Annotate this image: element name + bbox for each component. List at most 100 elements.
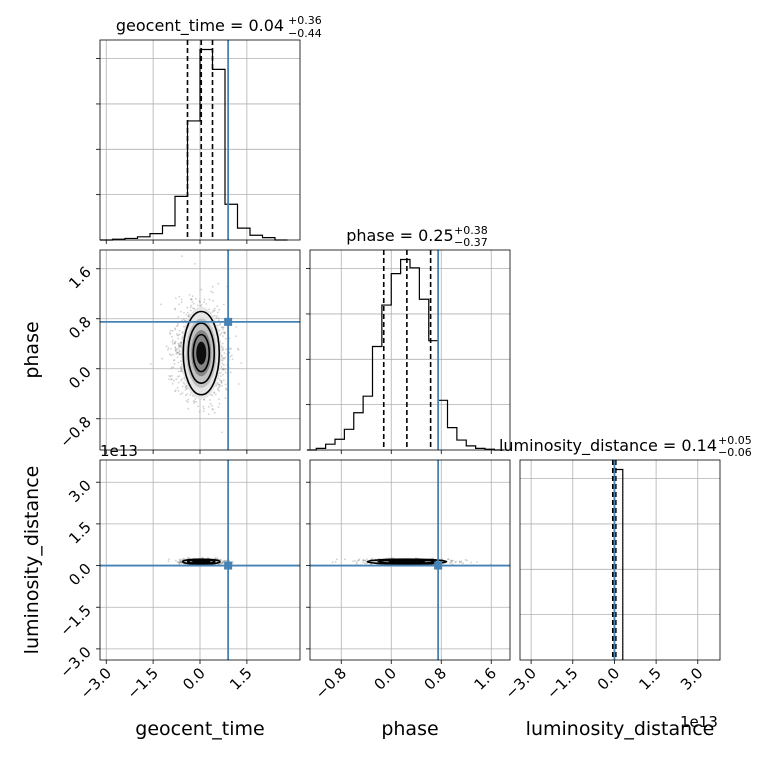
sample-point [179, 561, 182, 564]
sample-point [223, 332, 226, 335]
sample-point [179, 344, 182, 346]
sample-point [178, 333, 181, 336]
sample-point [176, 333, 178, 335]
sample-point [344, 558, 346, 561]
sample-point [174, 307, 177, 310]
sample-point [210, 290, 213, 293]
sample-point [187, 407, 190, 410]
sample-point [208, 298, 211, 301]
sample-point [167, 349, 169, 351]
sample-point [462, 562, 465, 565]
sample-point [450, 561, 453, 563]
sample-point [218, 383, 221, 386]
sample-point [215, 384, 218, 387]
sample-point [222, 560, 225, 562]
sample-point [182, 382, 185, 384]
sample-point [179, 353, 182, 355]
sample-point [170, 354, 172, 357]
sample-point [364, 559, 366, 562]
sample-point [352, 560, 354, 562]
sample-point [476, 561, 478, 563]
sample-point [211, 394, 214, 397]
sample-point [217, 317, 220, 320]
sample-point [191, 301, 194, 303]
title-geocent_time-minus: −0.44 [288, 27, 322, 40]
sample-point [221, 431, 223, 434]
sample-point [181, 392, 184, 395]
sample-point [213, 307, 216, 310]
sample-point [229, 371, 232, 374]
sample-point [214, 314, 216, 317]
sample-point [354, 559, 356, 562]
sample-point [180, 561, 182, 563]
sample-point [186, 387, 189, 389]
sample-point [170, 378, 173, 381]
sample-point [221, 362, 224, 365]
sample-point [221, 384, 224, 387]
sample-point [169, 348, 172, 350]
xlabel-geocent_time: geocent_time [135, 718, 264, 740]
tick-label-x: −0.8 [312, 664, 350, 702]
sample-point [432, 557, 435, 559]
sample-point [219, 323, 221, 326]
panels: −3.0 −1.5 0.0 1.5 3.0−0.80.00.81.6−3.0 −1.5 0.… [56, 39, 721, 703]
sample-point [172, 366, 175, 369]
sample-point [222, 373, 224, 376]
sample-point [470, 561, 472, 564]
tick-label-y: 0.8 [65, 313, 95, 343]
sample-point [222, 561, 224, 563]
tick-label-x: 0.8 [420, 664, 450, 694]
sample-point [220, 381, 223, 384]
sample-point [222, 379, 225, 382]
sample-point [214, 393, 217, 396]
sample-point [172, 353, 174, 356]
sample-point [216, 311, 219, 314]
sample-point [179, 366, 182, 369]
sample-point [230, 347, 233, 350]
sample-point [194, 263, 196, 265]
tick-label-x: 0.0 [594, 664, 624, 694]
sample-point [169, 333, 172, 335]
sample-point [187, 557, 190, 559]
sample-point [203, 398, 206, 401]
sample-point [208, 308, 211, 311]
sample-point [161, 357, 164, 360]
panel-border [309, 249, 511, 451]
sample-point [190, 298, 192, 301]
sample-point [222, 562, 224, 564]
title-luminosity_distance-minus: −0.06 [718, 446, 752, 459]
sample-point [223, 332, 226, 334]
contour-line [182, 310, 221, 396]
sample-point [358, 559, 360, 562]
sample-point [177, 347, 180, 349]
sample-point [193, 307, 196, 310]
sample-point [221, 357, 224, 359]
sample-point [231, 358, 234, 361]
sample-point [211, 285, 214, 288]
sample-point [215, 316, 218, 319]
sample-point [184, 386, 187, 389]
sample-point [174, 559, 177, 562]
sample-point [178, 329, 181, 332]
sample-point [177, 342, 180, 345]
scatter-panel-phase-vs-luminosity_distance: −0.8 0.0 0.8 1.6 [306, 459, 511, 703]
sample-point [231, 562, 234, 565]
sample-point [192, 302, 195, 305]
sample-point [216, 305, 219, 308]
sample-point [203, 407, 206, 410]
sample-point [334, 561, 337, 563]
sample-point [199, 301, 201, 303]
sample-point [221, 562, 224, 564]
sample-point [213, 411, 216, 414]
sample-point [219, 375, 222, 378]
sample-point [178, 353, 181, 356]
sample-point [217, 377, 220, 380]
sample-point [184, 394, 187, 397]
sample-point [174, 342, 177, 345]
sample-point [222, 303, 225, 306]
sample-point [199, 305, 202, 307]
sample-point [174, 347, 177, 350]
sample-point [173, 362, 176, 365]
sample-point [466, 559, 468, 562]
sample-point [168, 353, 171, 355]
